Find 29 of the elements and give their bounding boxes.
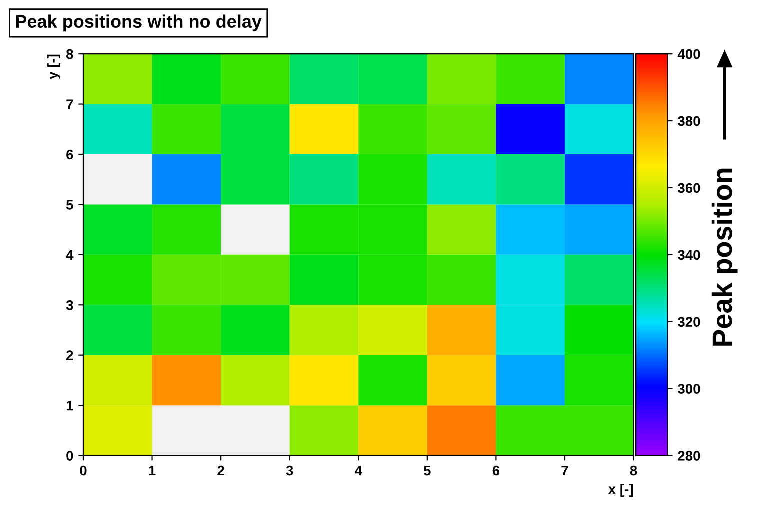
y-tick-label: 1 <box>66 401 74 411</box>
y-tick-label: 0 <box>66 451 74 461</box>
x-axis-title: x [-] <box>608 484 633 497</box>
y-tick-label: 3 <box>66 300 74 310</box>
x-tick-label: 4 <box>354 466 362 476</box>
y-tick-label: 6 <box>66 150 74 160</box>
y-tick-label: 2 <box>66 350 74 360</box>
color-bar-label: 300 <box>678 384 700 394</box>
chart-title: Peak positions with no delay <box>16 14 262 32</box>
color-bar-label: 360 <box>678 183 700 194</box>
x-tick-label: 8 <box>630 466 638 476</box>
x-tick-label: 7 <box>562 466 568 476</box>
y-tick-label: 4 <box>66 250 74 260</box>
x-tick-label: 1 <box>149 466 156 476</box>
color-bar-label: 400 <box>678 49 700 60</box>
x-tick-label: 3 <box>286 466 294 476</box>
x-tick-label: 6 <box>492 466 500 476</box>
color-bar-label: 380 <box>678 116 700 126</box>
x-tick-label: 5 <box>424 466 431 476</box>
y-tick-label: 8 <box>66 49 74 60</box>
x-tick-label: 2 <box>218 466 224 476</box>
color-bar-label: 280 <box>678 451 700 461</box>
y-tick-label: 5 <box>66 200 74 210</box>
x-tick-label: 0 <box>80 466 87 476</box>
color-bar-title: Peak position <box>712 168 738 346</box>
y-axis-title: y [-] <box>48 54 60 80</box>
color-bar-label: 320 <box>678 317 700 328</box>
y-tick-label: 7 <box>66 100 74 110</box>
color-bar-label: 340 <box>678 250 700 260</box>
